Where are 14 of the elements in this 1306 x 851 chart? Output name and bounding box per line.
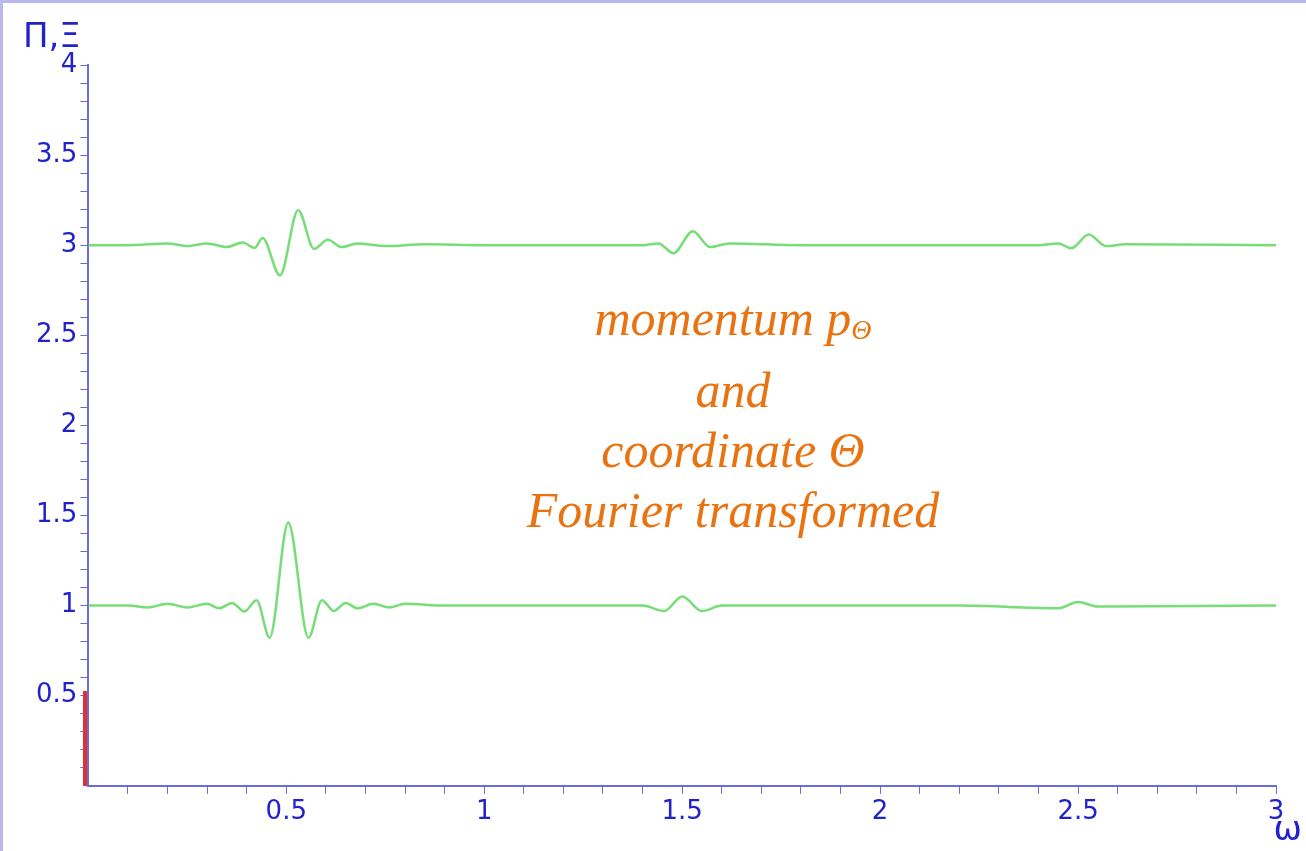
y-tick-label: 0.5	[35, 678, 78, 709]
y-tick-label: 1.5	[35, 498, 78, 529]
line-series	[88, 208, 1276, 277]
text: momentum p$_{Θ}$ and coordinate Θ Fourier transformed	[526, 290, 940, 538]
y-tick-label: 2	[60, 408, 78, 439]
x-tick-label: 2.5	[1057, 795, 1099, 826]
y-tick-label: 3	[60, 227, 78, 258]
x-tick-label: 1.5	[661, 795, 703, 826]
x-tick-label: 2	[871, 795, 889, 826]
x-tick-label: 1	[475, 795, 493, 826]
y-tick-label: 1	[60, 588, 78, 619]
y-tick-label: 2.5	[35, 318, 78, 349]
x-tick-label: 0.5	[265, 795, 307, 826]
y-tick-label: 3.5	[35, 137, 78, 168]
